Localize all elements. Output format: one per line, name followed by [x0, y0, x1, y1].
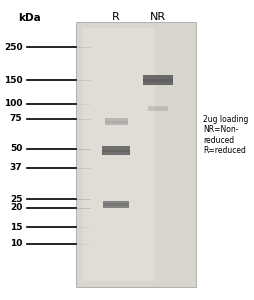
FancyBboxPatch shape: [104, 118, 127, 125]
FancyBboxPatch shape: [103, 203, 129, 206]
Text: 150: 150: [4, 76, 22, 85]
FancyBboxPatch shape: [142, 79, 172, 82]
Text: 15: 15: [10, 223, 22, 232]
FancyBboxPatch shape: [104, 121, 127, 123]
FancyBboxPatch shape: [102, 146, 130, 155]
FancyBboxPatch shape: [142, 75, 172, 85]
Text: 250: 250: [4, 43, 22, 52]
FancyBboxPatch shape: [102, 150, 130, 152]
FancyBboxPatch shape: [147, 106, 168, 111]
Text: 20: 20: [10, 203, 22, 212]
FancyBboxPatch shape: [103, 201, 129, 208]
Text: R: R: [112, 12, 120, 22]
Text: kDa: kDa: [18, 13, 41, 23]
FancyBboxPatch shape: [82, 28, 154, 281]
Text: 25: 25: [10, 194, 22, 203]
Text: 75: 75: [10, 114, 22, 123]
Text: 37: 37: [10, 163, 22, 172]
Text: 2ug loading
NR=Non-
reduced
R=reduced: 2ug loading NR=Non- reduced R=reduced: [202, 115, 248, 155]
FancyBboxPatch shape: [147, 108, 168, 109]
Text: 10: 10: [10, 239, 22, 248]
Text: 100: 100: [4, 99, 22, 108]
FancyBboxPatch shape: [75, 22, 195, 287]
Text: 50: 50: [10, 144, 22, 153]
Text: NR: NR: [149, 12, 165, 22]
